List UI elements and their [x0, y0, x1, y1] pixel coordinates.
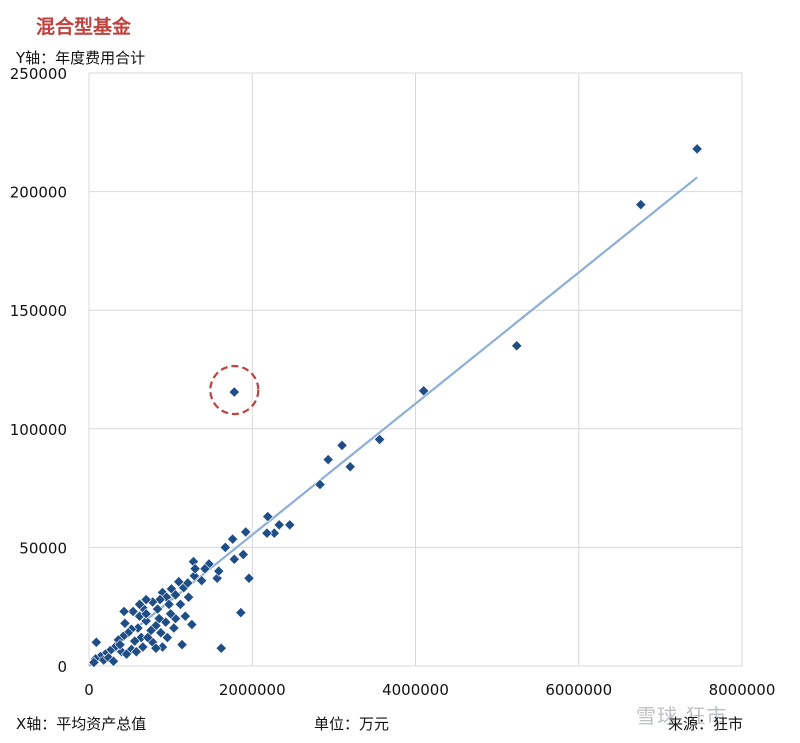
data-point	[118, 605, 130, 618]
data-point	[132, 622, 144, 634]
tick-labels: 0 50000 100000 150000 200000 250000 0 2000000 40…	[10, 65, 776, 699]
y-tick-label: 50000	[19, 539, 67, 557]
data-point	[344, 461, 356, 473]
data-point	[127, 605, 139, 618]
y-axis-label: Y轴：年度费用合计	[16, 49, 146, 67]
y-tick-label: 200000	[10, 184, 67, 202]
data-point	[235, 607, 247, 619]
data-point	[199, 563, 211, 575]
data-point	[151, 603, 164, 615]
data-point	[273, 519, 285, 531]
data-point	[161, 631, 173, 644]
chart-title: 混合型基金	[36, 16, 132, 38]
data-point	[511, 340, 523, 352]
data-point	[237, 548, 249, 561]
y-tick-label: 150000	[10, 302, 67, 320]
data-point	[142, 631, 154, 644]
data-point	[182, 577, 194, 589]
trendline-line	[88, 176, 698, 667]
watermark-logo: 雪球 狂市	[636, 704, 728, 728]
data-point	[114, 639, 126, 651]
data-point	[153, 612, 165, 625]
data-point	[137, 641, 149, 653]
data-point	[133, 598, 146, 610]
data-point	[107, 655, 120, 667]
trendline	[88, 176, 698, 667]
data-point	[140, 615, 152, 627]
data-point	[150, 642, 162, 654]
y-tick-label: 0	[57, 658, 67, 676]
data-point	[182, 591, 195, 603]
data-point	[261, 527, 273, 539]
data-point	[120, 648, 133, 660]
data-point	[173, 576, 185, 588]
data-point	[215, 642, 227, 654]
data-point	[179, 610, 191, 622]
source-label: 来源：狂市	[668, 715, 744, 733]
x-tick-label: 2000000	[219, 681, 286, 699]
data-point	[155, 627, 167, 639]
data-point	[174, 598, 187, 610]
x-axis-label: X轴：平均资产总值	[16, 715, 147, 733]
data-point	[176, 639, 188, 651]
data-point	[188, 570, 200, 582]
x-tick-label: 6000000	[545, 681, 612, 699]
highlight-outlier-circle	[209, 364, 260, 416]
data-point	[156, 641, 169, 653]
data-point	[314, 478, 326, 491]
data-point	[691, 143, 703, 155]
data-point	[90, 636, 102, 648]
data-point	[186, 618, 198, 631]
data-point	[219, 541, 231, 554]
data-point	[211, 572, 223, 584]
data-point	[140, 608, 152, 620]
x-tick-label: 0	[84, 681, 94, 699]
unit-label: 单位：万元	[314, 715, 390, 733]
data-point	[336, 439, 348, 452]
data-point	[119, 617, 131, 629]
x-tick-label: 8000000	[709, 681, 776, 699]
data-point	[196, 574, 208, 587]
data-point	[169, 589, 182, 601]
data-point	[168, 622, 180, 634]
data-point	[140, 593, 152, 606]
highlight-circle	[209, 364, 260, 416]
data-point	[418, 385, 430, 397]
y-tick-label: 100000	[10, 421, 67, 439]
data-point	[635, 199, 647, 211]
data-point	[117, 630, 129, 642]
data-point	[373, 433, 386, 446]
data-point	[129, 635, 141, 647]
data-point	[228, 386, 240, 398]
data-point	[240, 526, 252, 538]
data-point	[189, 563, 201, 575]
data-point	[228, 553, 240, 565]
x-tick-label: 4000000	[382, 681, 449, 699]
data-point	[227, 533, 239, 545]
data-point	[262, 510, 274, 523]
data-points	[88, 143, 703, 669]
grid-lines	[88, 72, 743, 667]
y-tick-label: 250000	[10, 65, 67, 83]
data-point	[213, 565, 225, 577]
data-point	[284, 519, 296, 531]
data-point	[130, 646, 142, 658]
data-point	[163, 598, 175, 610]
data-point	[322, 454, 334, 466]
data-point	[88, 656, 100, 669]
data-point	[243, 572, 255, 584]
data-point	[165, 608, 177, 620]
